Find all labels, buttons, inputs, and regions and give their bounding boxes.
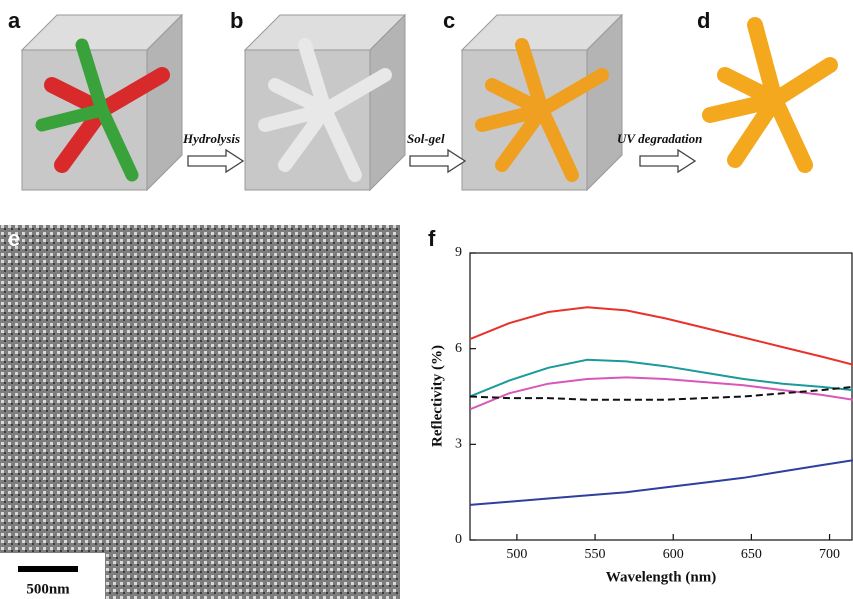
panel-label: f <box>428 226 436 251</box>
arrow <box>188 150 243 172</box>
arrow-label: UV degradation <box>617 131 702 146</box>
y-tick-label: 6 <box>455 341 462 356</box>
arrow-label: Sol-gel <box>407 131 445 146</box>
x-axis-title: Wavelength (nm) <box>606 569 716 585</box>
x-tick-label: 650 <box>741 547 762 562</box>
y-tick-label: 0 <box>455 532 462 547</box>
x-tick-label: 550 <box>585 547 606 562</box>
y-tick-label: 3 <box>455 437 462 452</box>
panel-label: d <box>697 8 710 33</box>
page: {"panel_labels": ["a", "b", "c", "d", "e… <box>0 0 853 599</box>
plot-frame <box>470 253 852 540</box>
arrow <box>640 150 695 172</box>
scale-bar <box>18 566 78 572</box>
panel-label: a <box>8 8 21 33</box>
cube-b <box>245 15 405 190</box>
panel-label: e <box>8 226 20 251</box>
y-axis-title: Reflectivity (%) <box>429 345 445 447</box>
series-line <box>470 377 853 409</box>
arrow-label: Hydrolysis <box>182 131 240 146</box>
scale-bar-label: 500nm <box>26 581 70 597</box>
series-line <box>470 307 853 364</box>
y-tick-label: 9 <box>455 245 462 260</box>
panel-label: c <box>443 8 455 33</box>
cube-c <box>462 15 622 190</box>
x-tick-label: 500 <box>506 547 527 562</box>
network-d <box>710 25 830 165</box>
arrow <box>410 150 465 172</box>
figure: a b c d Hydrolysis Sol-gel UV degradatio… <box>0 0 853 599</box>
cube-a <box>22 15 182 190</box>
series-line <box>470 460 853 505</box>
x-tick-label: 700 <box>819 547 840 562</box>
x-tick-label: 600 <box>663 547 684 562</box>
tem-image <box>0 225 400 599</box>
chart: Wavelength (nm) Reflectivity (%) 500 550 6… <box>429 245 853 585</box>
panel-label: b <box>230 8 243 33</box>
